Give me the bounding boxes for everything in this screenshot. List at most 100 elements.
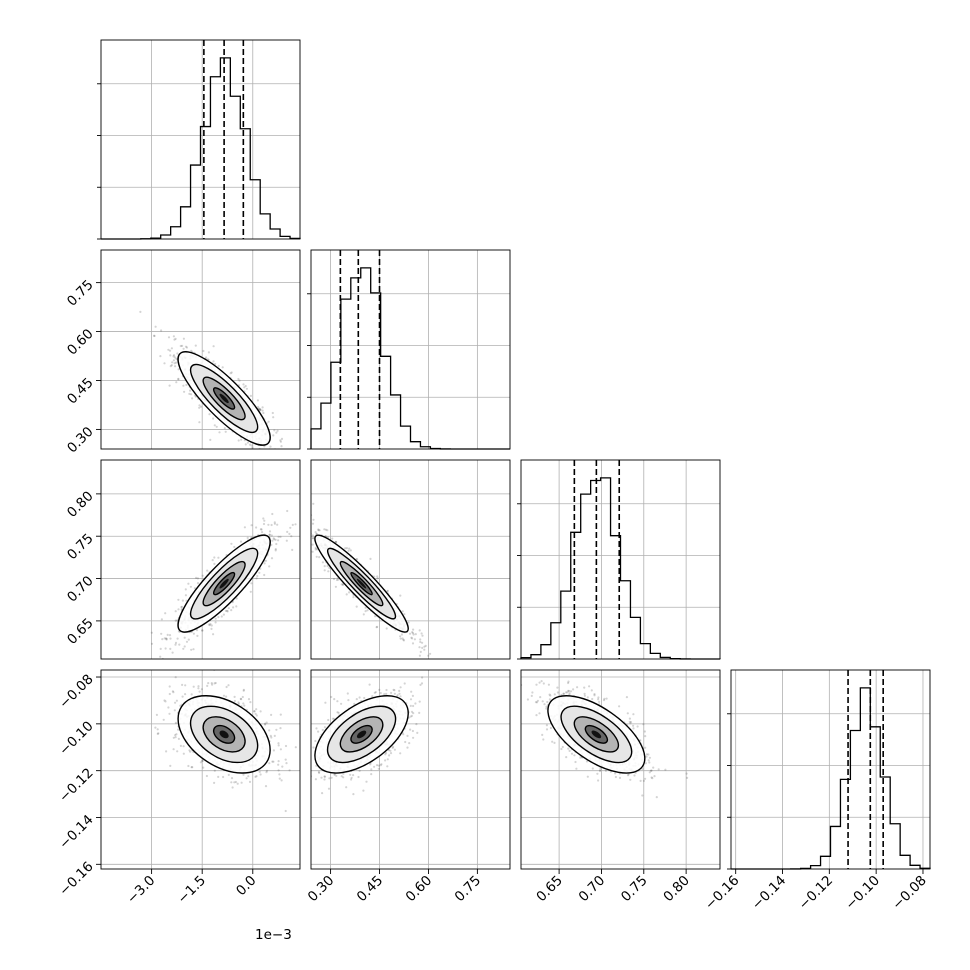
scatter-point <box>614 772 617 775</box>
scatter-point <box>265 769 269 772</box>
scatter-point <box>317 529 320 532</box>
scatter-point <box>261 531 264 534</box>
scatter-point <box>190 766 193 769</box>
scatter-point <box>261 406 264 409</box>
contour-line-4 <box>212 571 236 596</box>
scatter-point <box>181 344 184 347</box>
scatter-point <box>246 536 249 540</box>
scatter-point <box>371 695 374 698</box>
scatter-point <box>340 775 343 778</box>
scatter-point <box>277 744 280 747</box>
scatter-point <box>242 383 245 386</box>
scatter-point <box>198 404 201 407</box>
scatter-point <box>198 690 201 693</box>
scatter-point <box>366 609 369 612</box>
scatter-point <box>685 772 688 775</box>
contour-line-1 <box>314 695 409 774</box>
scatter-point <box>556 686 559 689</box>
scatter-point <box>202 349 205 353</box>
scatter-point <box>171 651 174 654</box>
scatter-point <box>241 695 244 699</box>
contour-line-2 <box>189 363 259 434</box>
scatter-point <box>173 709 176 712</box>
scatter-point <box>641 767 644 771</box>
scatter-point <box>318 529 321 532</box>
scatter-point <box>269 734 272 738</box>
density-level-5 <box>219 393 229 404</box>
scatter-point <box>171 361 174 364</box>
scatter-point <box>217 364 220 367</box>
scatter-point <box>249 394 252 397</box>
scatter-point <box>201 574 204 577</box>
scatter-point <box>331 717 334 720</box>
scatter-point <box>301 511 303 513</box>
scatter-point <box>369 763 372 766</box>
scatter-point <box>288 532 291 536</box>
scatter-point <box>240 781 243 784</box>
scatter-point <box>214 617 217 620</box>
scatter-point <box>291 548 294 552</box>
density-level-5 <box>219 578 229 589</box>
scatter-point <box>373 691 376 694</box>
scatter-point <box>170 347 173 350</box>
scatter-point <box>192 648 195 651</box>
scatter-point <box>222 775 225 779</box>
scatter-point <box>653 775 656 778</box>
scatter-point <box>362 789 365 792</box>
scatter-point <box>174 365 177 368</box>
scatter-point <box>258 770 261 774</box>
contour-line-4 <box>350 724 373 744</box>
scatter-point <box>396 694 399 697</box>
scatter-point <box>187 638 190 641</box>
scatter-point <box>182 337 185 340</box>
scatter-point <box>190 349 193 352</box>
scatter-point <box>256 574 259 578</box>
scatter-point <box>163 637 166 640</box>
scatter-point <box>182 347 185 350</box>
scatter-point <box>334 585 337 588</box>
scatter-point <box>270 736 273 739</box>
scatter-point <box>374 615 377 618</box>
scatter-point <box>265 771 268 774</box>
scatter-point <box>327 570 330 573</box>
scatter-point <box>274 548 277 551</box>
scatter-point <box>196 582 200 585</box>
scatter-point <box>263 452 265 454</box>
scatter-point <box>415 723 418 726</box>
scatter-point <box>294 746 297 749</box>
scatter-point <box>314 546 317 550</box>
scatter-panel-3-4 <box>520 669 721 870</box>
scatter-point <box>355 605 358 608</box>
scatter-point <box>664 768 667 771</box>
contour-line-1 <box>177 695 271 774</box>
scatter-point <box>378 688 381 692</box>
scatter-point <box>303 520 305 522</box>
scatter-point <box>179 744 182 748</box>
scatter-point <box>330 695 333 699</box>
scatter-point <box>324 701 327 704</box>
scatter-point <box>270 713 273 717</box>
scatter-point <box>209 622 212 626</box>
scatter-point <box>314 778 317 781</box>
scatter-point <box>164 637 168 640</box>
scatter-point <box>275 542 278 546</box>
scatter-point <box>408 632 412 635</box>
scatter-point <box>227 607 230 610</box>
scatter-point <box>419 640 422 644</box>
scatter-point <box>174 676 177 679</box>
scatter-point <box>225 685 228 689</box>
scatter-point <box>273 521 276 524</box>
scatter-point <box>230 781 233 784</box>
scatter-point <box>179 344 182 348</box>
scatter-point <box>599 768 602 771</box>
scatter-point <box>184 594 187 597</box>
scatter-point <box>400 633 403 636</box>
scatter-point <box>335 578 339 582</box>
scatter-point <box>177 728 180 731</box>
scatter-point <box>375 626 378 629</box>
scatter-point <box>233 781 236 784</box>
scatter-point <box>217 616 220 619</box>
scatter-point <box>333 773 336 776</box>
scatter-point <box>169 647 172 651</box>
scatter-point <box>183 390 186 393</box>
